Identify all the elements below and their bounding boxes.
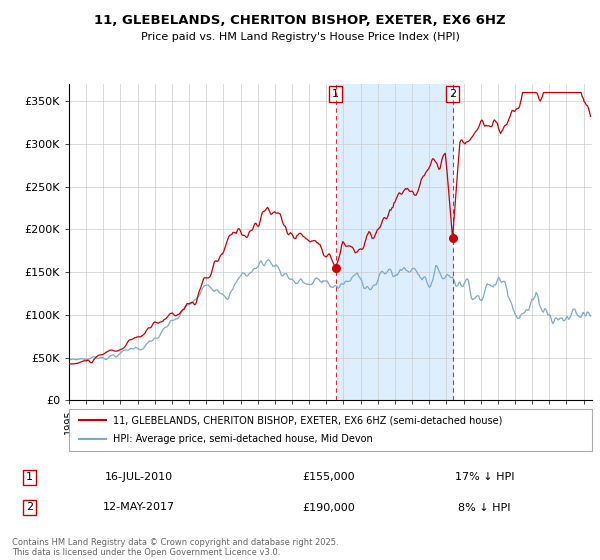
Text: Price paid vs. HM Land Registry's House Price Index (HPI): Price paid vs. HM Land Registry's House … (140, 32, 460, 42)
Text: £190,000: £190,000 (302, 502, 355, 512)
Text: 2: 2 (26, 502, 33, 512)
Text: £155,000: £155,000 (302, 473, 355, 482)
Point (448, 234, 457, 242)
Text: 1: 1 (26, 473, 33, 482)
Text: 11, GLEBELANDS, CHERITON BISHOP, EXETER, EX6 6HZ (semi-detached house): 11, GLEBELANDS, CHERITON BISHOP, EXETER,… (113, 415, 503, 425)
Text: 17% ↓ HPI: 17% ↓ HPI (455, 473, 514, 482)
Text: HPI: Average price, semi-detached house, Mid Devon: HPI: Average price, semi-detached house,… (113, 435, 373, 445)
Text: 16-JUL-2010: 16-JUL-2010 (104, 473, 173, 482)
Text: Contains HM Land Registry data © Crown copyright and database right 2025.
This d: Contains HM Land Registry data © Crown c… (12, 538, 338, 557)
FancyBboxPatch shape (69, 409, 592, 451)
Text: 12-MAY-2017: 12-MAY-2017 (103, 502, 175, 512)
Text: 11, GLEBELANDS, CHERITON BISHOP, EXETER, EX6 6HZ: 11, GLEBELANDS, CHERITON BISHOP, EXETER,… (94, 14, 506, 27)
Text: 2: 2 (449, 88, 456, 99)
Text: 1: 1 (332, 88, 339, 99)
Text: 8% ↓ HPI: 8% ↓ HPI (458, 502, 511, 512)
Point (331, 263, 340, 272)
